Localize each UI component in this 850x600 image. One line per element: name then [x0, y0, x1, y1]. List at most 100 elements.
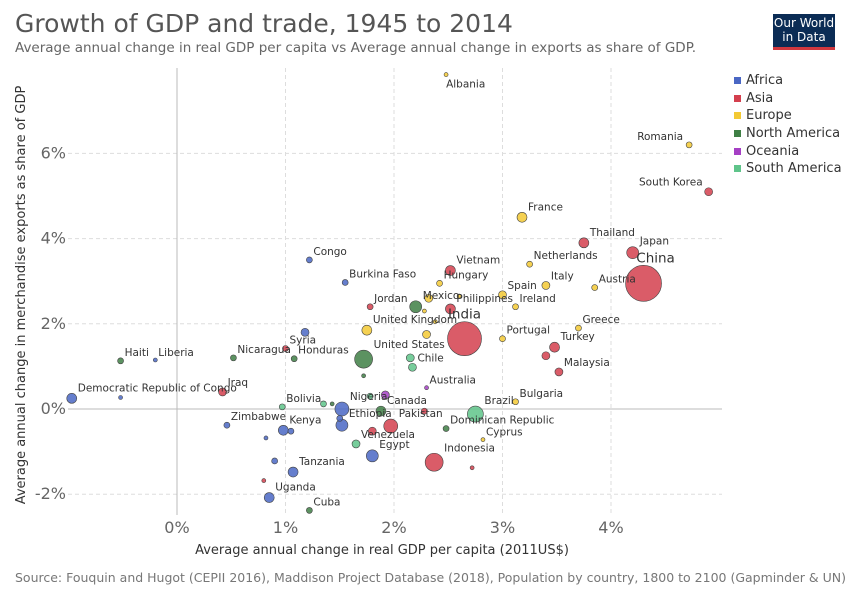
point-label: Burkina Faso [349, 268, 416, 280]
legend-item-north-america[interactable]: North America [734, 125, 842, 143]
point-vietnam[interactable] [445, 265, 456, 276]
point-france[interactable] [516, 212, 528, 223]
y-tick-label: 0% [41, 399, 66, 418]
point-label: Egypt [379, 439, 409, 451]
point[interactable] [336, 415, 344, 422]
legend-item-asia[interactable]: Asia [734, 90, 842, 108]
point[interactable] [320, 400, 327, 408]
point-china[interactable] [625, 265, 662, 302]
point-ireland[interactable] [512, 303, 519, 311]
point-turkey[interactable] [549, 341, 560, 353]
point[interactable] [469, 465, 475, 471]
point-bulgaria[interactable] [512, 398, 519, 406]
point[interactable] [456, 293, 462, 299]
point-democratic-republic-of-congo[interactable] [66, 393, 78, 404]
point-honduras[interactable] [290, 355, 298, 363]
point-label: Tanzania [298, 456, 345, 468]
point-canada[interactable] [375, 405, 387, 417]
point-japan[interactable] [626, 246, 640, 259]
chart-legend: Africa Asia Europe North America Oceania Sout… [734, 72, 842, 178]
legend-item-south-america[interactable]: South America [734, 160, 842, 178]
point[interactable] [405, 353, 415, 363]
legend-item-oceania[interactable]: Oceania [734, 142, 842, 160]
point-label: Dominican Republic [450, 415, 555, 427]
point-albania[interactable] [443, 72, 449, 77]
point[interactable] [422, 330, 431, 339]
point[interactable] [432, 319, 438, 324]
point-label: Syria [290, 335, 317, 347]
owid-logo[interactable]: Our World in Data [773, 14, 835, 50]
point-indonesia[interactable] [424, 452, 444, 472]
point-cyprus[interactable] [480, 437, 486, 442]
point-kenya[interactable] [278, 424, 289, 436]
point-united-states[interactable] [354, 349, 373, 369]
point-philippines[interactable] [445, 303, 456, 315]
point-romania[interactable] [685, 141, 693, 149]
point-ethiopia[interactable] [335, 418, 349, 432]
point-iraq[interactable] [218, 387, 227, 397]
point-liberia[interactable] [153, 357, 158, 363]
legend-label: Asia [746, 90, 774, 106]
point-dominican-republic[interactable] [442, 425, 450, 432]
point-jordan[interactable] [366, 303, 374, 311]
point-cuba[interactable] [306, 507, 313, 514]
point-congo[interactable] [306, 256, 313, 264]
point-chile[interactable] [408, 362, 417, 372]
point-brazil[interactable] [467, 405, 484, 423]
point[interactable] [261, 478, 267, 483]
point-label: Hungary [444, 269, 489, 281]
point-malaysia[interactable] [554, 367, 564, 377]
legend-item-europe[interactable]: Europe [734, 107, 842, 125]
point-hungary[interactable] [436, 280, 443, 287]
point-label: Cuba [313, 496, 340, 508]
point-greece[interactable] [575, 324, 582, 332]
point-label: Bulgaria [520, 388, 564, 400]
point-egypt[interactable] [365, 449, 379, 463]
point-syria[interactable] [282, 345, 289, 352]
point-mexico[interactable] [409, 300, 423, 314]
point-nigeria[interactable] [334, 401, 350, 417]
point[interactable] [361, 373, 366, 379]
point-nicaragua[interactable] [230, 354, 237, 362]
point-tanzania[interactable] [287, 466, 299, 478]
point-south-korea[interactable] [704, 187, 713, 197]
point-bolivia[interactable] [278, 403, 286, 411]
point-label: Brazil [484, 395, 513, 407]
point[interactable] [271, 457, 278, 465]
point-haiti[interactable] [117, 357, 124, 365]
point-united-kingdom[interactable] [361, 324, 373, 336]
point-label: Cyprus [486, 427, 523, 439]
point-austria[interactable] [591, 284, 599, 291]
point-italy[interactable] [541, 281, 551, 290]
point-zimbabwe[interactable] [223, 421, 231, 429]
point-label: Italy [551, 270, 574, 282]
legend-item-africa[interactable]: Africa [734, 72, 842, 90]
point-venezuela[interactable] [351, 439, 361, 449]
point[interactable] [118, 395, 123, 400]
legend-swatch [734, 147, 741, 155]
point[interactable] [300, 328, 310, 337]
point-thailand[interactable] [578, 237, 590, 249]
point[interactable] [422, 308, 427, 314]
point[interactable] [287, 427, 295, 435]
point[interactable] [329, 401, 335, 407]
point[interactable] [263, 435, 269, 441]
point-label: Haiti [125, 347, 149, 359]
point-pakistan[interactable] [383, 418, 399, 434]
point[interactable] [424, 293, 434, 303]
point[interactable] [366, 392, 374, 400]
point-australia[interactable] [424, 385, 429, 391]
point-portugal[interactable] [499, 335, 506, 343]
point-label: Thailand [589, 227, 635, 239]
point-netherlands[interactable] [526, 260, 533, 268]
point-spain[interactable] [498, 290, 507, 300]
point[interactable] [421, 407, 428, 415]
point-uganda[interactable] [263, 492, 275, 503]
point-label: Albania [446, 79, 485, 91]
point[interactable] [541, 351, 551, 361]
point[interactable] [367, 426, 377, 436]
point-india[interactable] [447, 321, 482, 357]
point[interactable] [381, 390, 390, 400]
point-burkina-faso[interactable] [341, 279, 349, 286]
point-label: Pakistan [399, 408, 443, 420]
